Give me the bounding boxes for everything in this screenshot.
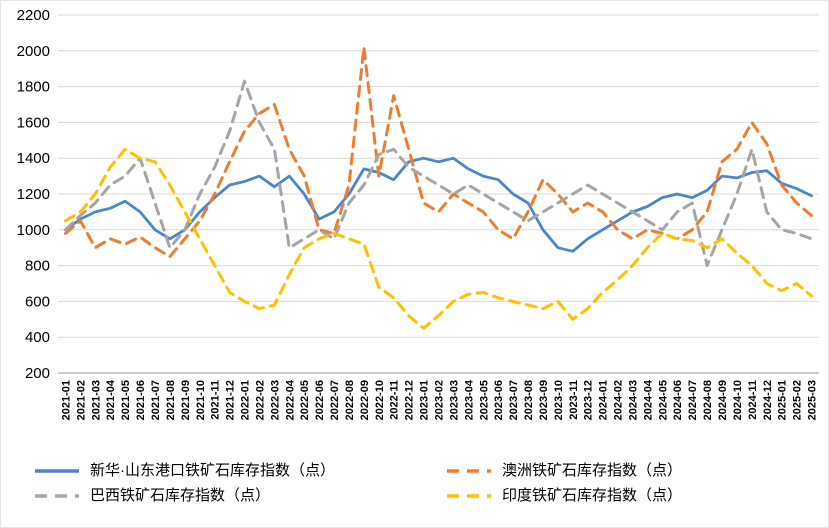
y-axis-label: 600 xyxy=(25,293,50,310)
x-axis-label: 2023-07 xyxy=(508,380,520,420)
x-axis-label: 2025-01 xyxy=(777,380,789,420)
x-axis-label: 2023-08 xyxy=(523,380,535,420)
y-axis-label: 1200 xyxy=(17,186,50,203)
legend-item-2: 巴西铁矿石库存指数（点） xyxy=(34,487,446,505)
y-axis-label: 1400 xyxy=(17,150,50,167)
x-axis-label: 2024-09 xyxy=(717,380,729,420)
x-axis-label: 2023-03 xyxy=(448,380,460,420)
legend-line-sample-0 xyxy=(35,469,79,473)
chart-legend: 新华·山东港口铁矿石库存指数（点） 澳洲铁矿石库存指数（点） 巴西铁矿石库存指数（点… xyxy=(1,456,828,505)
x-axis-label: 2021-02 xyxy=(75,380,87,420)
x-axis-label: 2024-10 xyxy=(732,380,744,420)
y-axis-label: 2000 xyxy=(17,43,50,60)
x-axis-label: 2022-01 xyxy=(240,380,252,420)
x-axis-label: 2024-02 xyxy=(613,380,625,420)
x-axis-label: 2022-07 xyxy=(329,380,341,420)
legend-line-sample-3 xyxy=(447,494,491,498)
x-axis-label: 2022-02 xyxy=(254,380,266,420)
x-axis-label: 2021-08 xyxy=(165,380,177,420)
y-axis-label: 1800 xyxy=(17,79,50,96)
x-axis-label: 2022-04 xyxy=(284,379,296,420)
x-axis-label: 2022-05 xyxy=(299,380,311,420)
x-axis-label: 2021-01 xyxy=(60,380,72,420)
series-line-3 xyxy=(64,147,813,330)
x-axis-label: 2023-04 xyxy=(463,379,475,420)
x-axis-label: 2023-09 xyxy=(538,380,550,420)
legend-item-1: 澳洲铁矿石库存指数（点） xyxy=(446,462,828,480)
y-axis-label: 800 xyxy=(25,258,50,275)
x-axis-label: 2021-04 xyxy=(105,379,117,420)
legend-item-0: 新华·山东港口铁矿石库存指数（点） xyxy=(34,462,446,480)
x-axis-label: 2021-03 xyxy=(90,380,102,420)
legend-label: 澳洲铁矿石库存指数（点） xyxy=(502,462,683,479)
x-axis-label: 2024-03 xyxy=(627,380,639,420)
legend-line-sample-1 xyxy=(447,469,491,473)
y-axis-label: 400 xyxy=(25,329,50,346)
x-axis-label: 2023-11 xyxy=(568,380,580,420)
x-axis-label: 2024-12 xyxy=(762,380,774,420)
x-axis-label: 2024-01 xyxy=(598,380,610,420)
legend-label: 印度铁矿石库存指数（点） xyxy=(502,487,683,504)
x-axis-label: 2024-11 xyxy=(747,380,759,420)
x-axis-label: 2023-05 xyxy=(478,380,490,420)
x-axis-label: 2022-12 xyxy=(404,380,416,420)
x-axis-label: 2023-02 xyxy=(434,380,446,420)
x-axis-label: 2021-12 xyxy=(225,380,237,420)
x-axis-label: 2025-03 xyxy=(807,380,819,420)
x-axis-label: 2024-08 xyxy=(702,380,714,420)
legend-line-sample-2 xyxy=(35,494,79,498)
legend-item-3: 印度铁矿石库存指数（点） xyxy=(446,487,828,505)
x-axis-label: 2021-05 xyxy=(120,380,132,420)
x-axis-label: 2021-11 xyxy=(210,380,222,420)
x-axis-label: 2023-06 xyxy=(493,380,505,420)
series-line-2 xyxy=(64,79,813,268)
x-axis-label: 2023-01 xyxy=(419,380,431,420)
x-axis-label: 2022-03 xyxy=(269,380,281,420)
x-axis-label: 2023-10 xyxy=(553,380,565,420)
y-axis-label: 200 xyxy=(25,365,50,382)
series-line-0 xyxy=(64,156,813,253)
x-axis-label: 2024-05 xyxy=(657,380,669,420)
y-axis-label: 1000 xyxy=(17,222,50,239)
legend-label: 新华·山东港口铁矿石库存指数（点） xyxy=(90,462,335,479)
x-axis-label: 2021-07 xyxy=(150,380,162,420)
x-axis-label: 2021-09 xyxy=(180,380,192,420)
x-axis-label: 2024-06 xyxy=(672,380,684,420)
x-axis-label: 2021-10 xyxy=(195,380,207,420)
x-axis-label: 2023-12 xyxy=(583,380,595,420)
x-axis-label: 2022-09 xyxy=(359,380,371,420)
y-axis-label: 1600 xyxy=(17,114,50,131)
x-axis-label: 2024-07 xyxy=(687,380,699,420)
x-axis-label: 2024-04 xyxy=(642,379,654,420)
x-axis-label: 2025-02 xyxy=(792,380,804,420)
series-line-1 xyxy=(64,45,813,259)
line-chart: 200 400 600 800 1000 1200 1400 1600 1800 2000 2200… xyxy=(17,7,819,420)
x-axis-label: 2022-10 xyxy=(374,380,386,420)
y-axis-label: 2200 xyxy=(17,7,50,24)
x-axis-label: 2022-08 xyxy=(344,380,356,420)
x-axis-label: 2022-11 xyxy=(389,380,401,420)
legend-label: 巴西铁矿石库存指数（点） xyxy=(90,487,271,504)
x-axis-label: 2021-06 xyxy=(135,380,147,420)
x-axis-label: 2022-06 xyxy=(314,380,326,420)
